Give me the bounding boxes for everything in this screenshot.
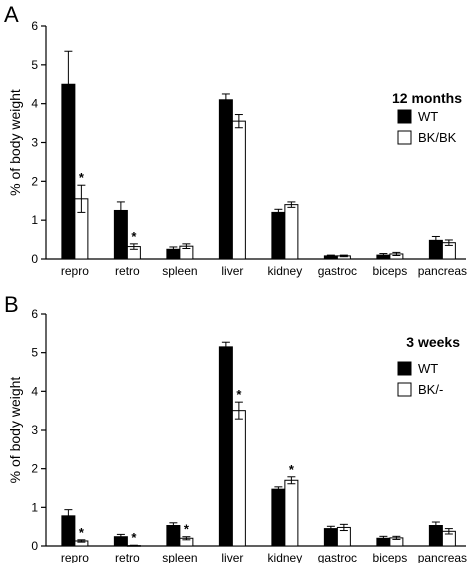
bar-wt-liver (218, 346, 233, 547)
x-tick-label: biceps (373, 551, 408, 563)
legend-swatch (397, 109, 412, 124)
y-tick-label: 4 (31, 97, 38, 111)
y-tick-label: 2 (31, 462, 38, 476)
bar-wt-liver (218, 99, 233, 260)
x-tick-label: gastroc (318, 264, 357, 278)
bar-bk--kidney (284, 479, 299, 547)
significance-marker: * (289, 462, 295, 477)
y-tick-label: 5 (31, 346, 38, 360)
legend-swatch (397, 382, 412, 397)
significance-marker: * (131, 530, 137, 545)
x-tick-label: kidney (268, 551, 303, 563)
y-axis-label: % of body weight (7, 89, 23, 196)
bar-bk-bk-kidney (284, 204, 299, 260)
y-tick-label: 0 (31, 539, 38, 553)
panel-letter: B (4, 292, 19, 317)
significance-marker: * (184, 522, 190, 537)
y-tick-label: 1 (31, 213, 38, 227)
legend-label: BK/- (418, 382, 443, 397)
bar-bk--liver (231, 410, 246, 547)
x-tick-label: liver (221, 551, 243, 563)
significance-marker: * (79, 525, 85, 540)
legend-label: BK/BK (418, 130, 457, 145)
x-tick-label: pancreas (418, 264, 467, 278)
x-tick-label: repro (61, 551, 89, 563)
y-tick-label: 6 (31, 307, 38, 321)
y-tick-label: 5 (31, 58, 38, 72)
y-tick-label: 0 (31, 252, 38, 266)
legend-label: WT (418, 109, 438, 124)
bar-wt-kidney (271, 488, 286, 547)
chart-panel-a: A % of body weight 0 1 2 3 4 5 6 * repro * retro sple… (4, 2, 467, 278)
legend-label: WT (418, 361, 438, 376)
x-tick-label: pancreas (418, 551, 467, 563)
legend-swatch (397, 361, 412, 376)
bar-bk-bk-liver (231, 120, 246, 260)
y-tick-label: 4 (31, 384, 38, 398)
x-tick-label: retro (115, 264, 140, 278)
bar-wt-kidney (271, 211, 286, 260)
panel-letter: A (4, 2, 19, 27)
x-tick-label: biceps (373, 264, 408, 278)
panel-annotation: 12 months (392, 90, 462, 106)
x-tick-label: retro (115, 551, 140, 563)
x-tick-label: spleen (162, 264, 197, 278)
legend-swatch (397, 130, 412, 145)
panel-annotation: 3 weeks (406, 334, 460, 350)
x-tick-label: repro (61, 264, 89, 278)
x-tick-label: gastroc (318, 551, 357, 563)
chart-panel-b: B % of body weight 0 1 2 3 4 5 6 * repro * retro * spl… (4, 292, 467, 565)
y-tick-label: 1 (31, 500, 38, 514)
y-tick-label: 3 (31, 136, 38, 150)
x-tick-label: liver (221, 264, 243, 278)
y-axis-label: % of body weight (7, 377, 23, 484)
significance-marker: * (79, 170, 85, 185)
x-tick-label: kidney (268, 264, 303, 278)
significance-marker: * (236, 387, 242, 402)
x-tick-label: spleen (162, 551, 197, 563)
y-tick-label: 2 (31, 174, 38, 188)
y-tick-label: 3 (31, 423, 38, 437)
y-tick-label: 6 (31, 19, 38, 33)
significance-marker: * (131, 229, 137, 244)
